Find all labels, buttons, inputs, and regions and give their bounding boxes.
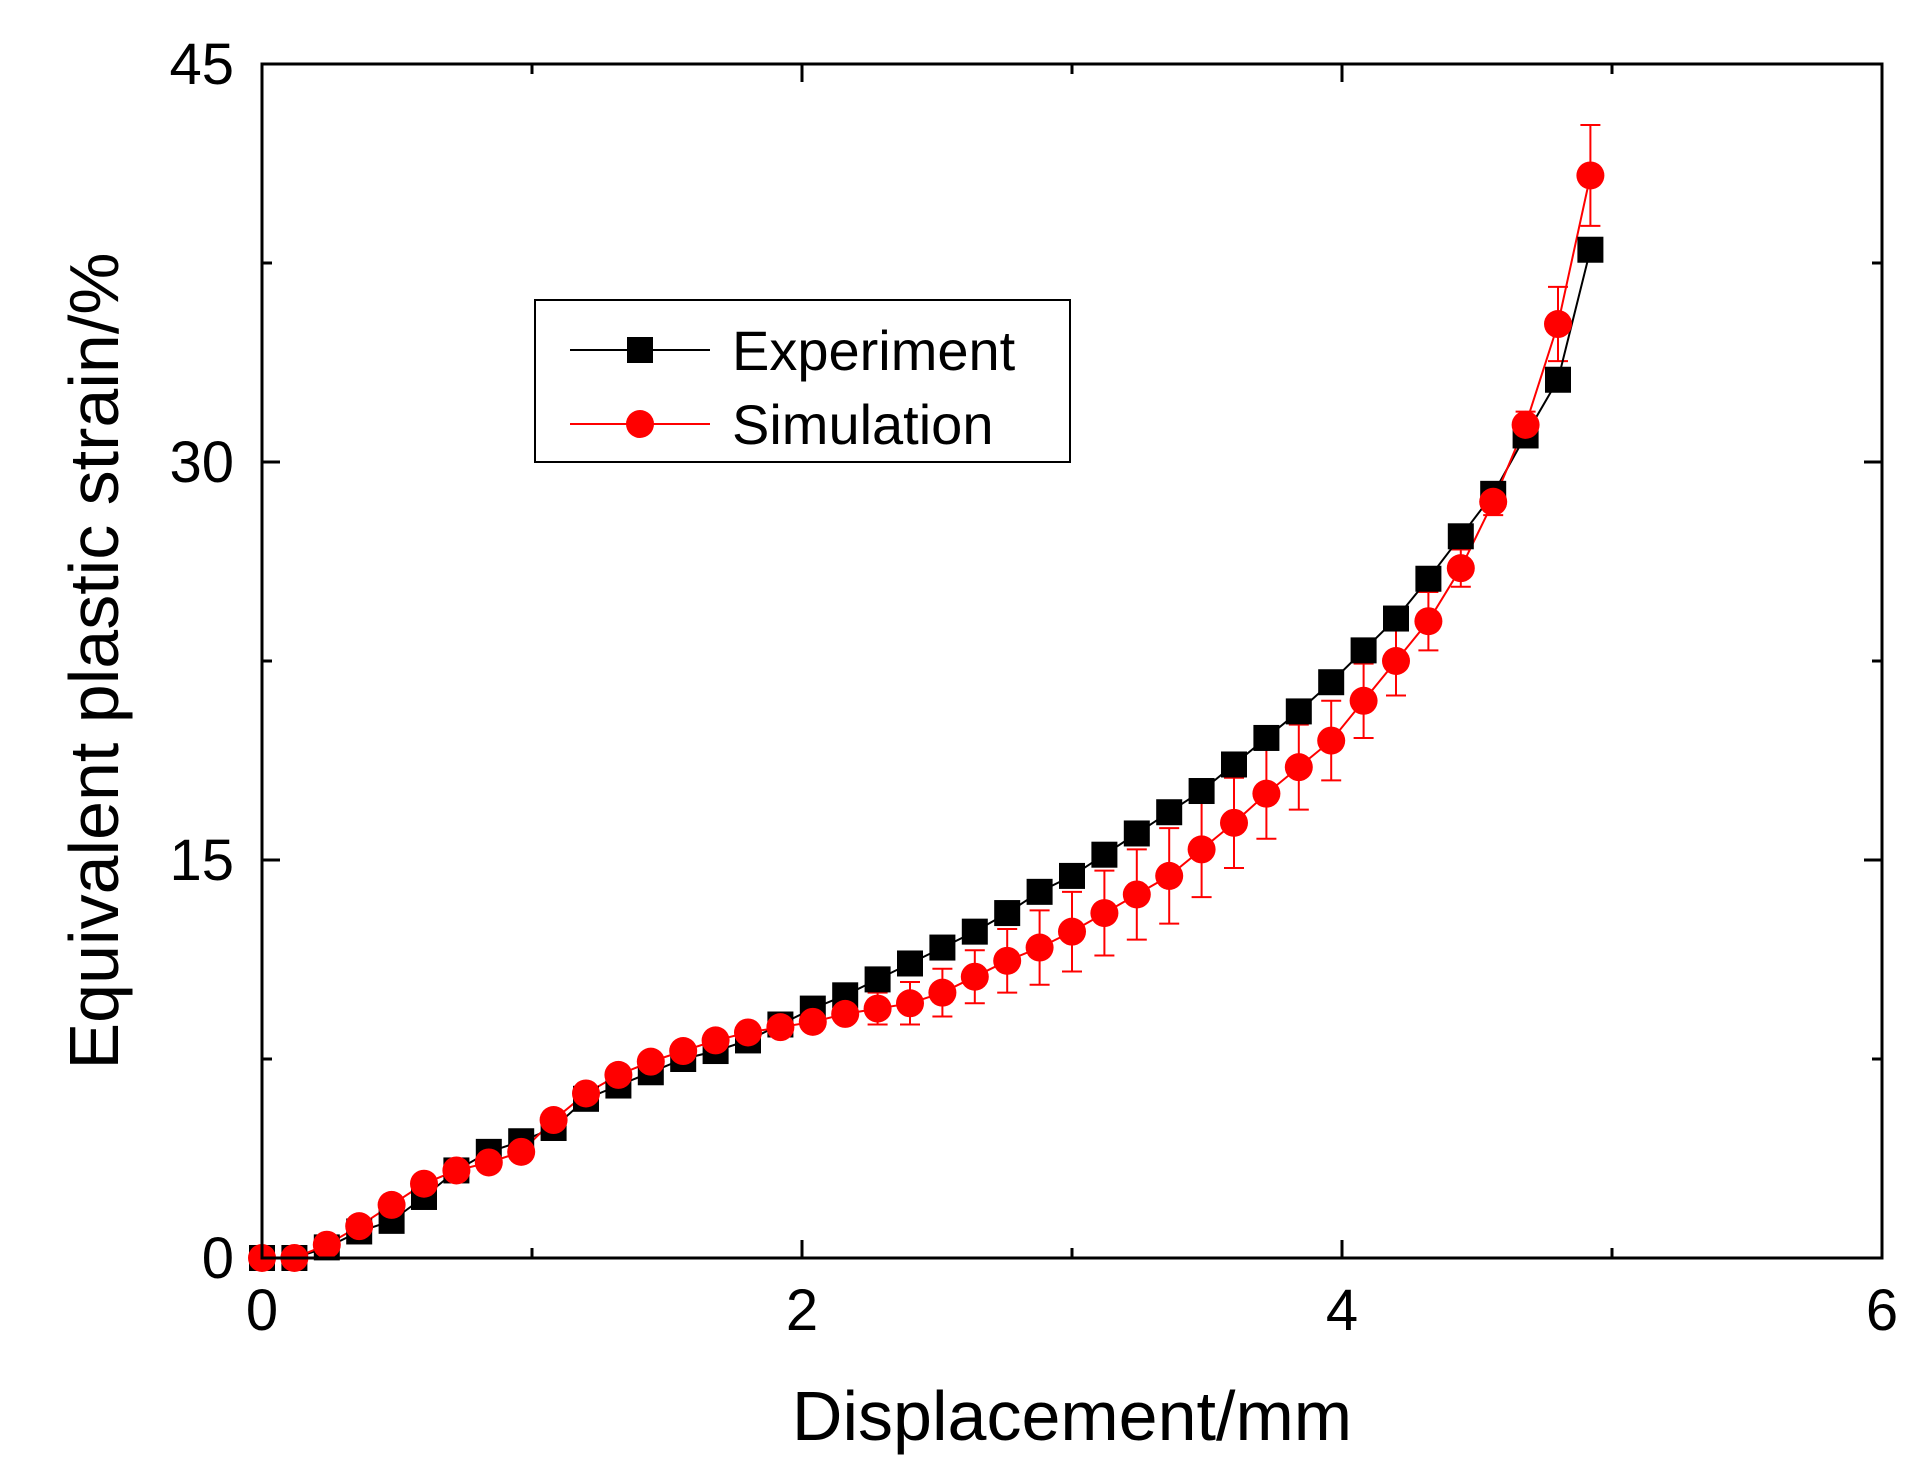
data-point-experiment — [1091, 841, 1118, 868]
y-axis-title: Equivalent plastic strain/% — [55, 252, 133, 1069]
data-point-simulation — [928, 978, 957, 1007]
data-point-experiment — [1123, 820, 1150, 847]
axis-ticks — [260, 62, 1884, 1260]
x-tick-label: 0 — [246, 1278, 278, 1343]
data-point-experiment — [1545, 366, 1571, 393]
data-point-simulation — [507, 1137, 536, 1166]
data-point-experiment — [1318, 669, 1345, 696]
data-point-experiment — [1447, 523, 1474, 550]
y-tick-label: 45 — [169, 32, 234, 97]
data-point-experiment — [1221, 751, 1247, 778]
data-point-experiment — [864, 966, 891, 993]
data-point-experiment — [1059, 862, 1085, 889]
data-point-simulation — [766, 1013, 795, 1042]
error-bars — [835, 124, 1601, 1026]
data-point-simulation — [863, 994, 892, 1023]
data-point-simulation — [1446, 554, 1475, 583]
legend-label-simulation: Simulation — [732, 393, 993, 456]
x-tick-label: 6 — [1866, 1278, 1898, 1343]
x-axis-title: Displacement/mm — [792, 1377, 1352, 1455]
data-point-simulation — [1122, 880, 1151, 909]
data-point-simulation — [1187, 835, 1216, 864]
tick-labels: 0 2 4 6 0 15 30 45 — [169, 32, 1898, 1343]
data-point-simulation — [539, 1106, 568, 1135]
data-point-simulation — [1544, 310, 1572, 339]
data-point-simulation — [669, 1037, 698, 1066]
data-point-simulation — [1382, 647, 1410, 675]
data-point-experiment — [1415, 565, 1442, 592]
data-point-simulation — [1252, 779, 1281, 808]
data-point-experiment — [1577, 236, 1604, 263]
data-point-simulation — [1479, 487, 1508, 516]
data-point-simulation — [636, 1047, 665, 1076]
y-tick-label: 30 — [169, 430, 234, 495]
data-point-simulation — [1155, 861, 1184, 890]
data-point-experiment — [961, 918, 988, 945]
legend-box — [534, 299, 1071, 463]
y-tick-label: 0 — [202, 1226, 234, 1291]
legend: Experiment Simulation — [534, 299, 1071, 463]
data-point-experiment — [1285, 698, 1312, 725]
data-point-simulation — [1025, 933, 1054, 962]
data-point-simulation — [831, 999, 860, 1028]
data-point-experiment — [1188, 778, 1215, 805]
data-point-experiment — [994, 900, 1021, 927]
data-point-simulation — [345, 1212, 374, 1241]
data-point-simulation — [377, 1190, 406, 1219]
y-tick-label: 15 — [169, 828, 234, 893]
x-tick-label: 2 — [786, 1278, 818, 1343]
data-point-simulation — [798, 1007, 827, 1036]
data-point-simulation — [734, 1018, 762, 1047]
data-point-experiment — [1350, 637, 1377, 664]
data-point-experiment — [929, 934, 956, 961]
plot-frame — [260, 62, 1884, 1260]
data-point-simulation — [604, 1060, 633, 1089]
data-point-experiment — [897, 950, 923, 977]
legend-marker-simulation — [626, 410, 654, 438]
data-point-experiment — [1156, 799, 1183, 826]
data-point-simulation — [1284, 753, 1313, 782]
data-point-experiment — [1253, 724, 1280, 751]
data-point-simulation — [1414, 607, 1443, 636]
data-point-simulation — [312, 1230, 341, 1259]
x-tick-label: 4 — [1326, 1278, 1358, 1343]
data-point-simulation — [1576, 161, 1605, 190]
data-point-simulation — [993, 946, 1022, 975]
data-point-simulation — [1349, 686, 1378, 715]
data-point-simulation — [1220, 808, 1248, 837]
series-markers — [248, 161, 1605, 1272]
data-point-simulation — [442, 1156, 471, 1185]
data-point-simulation — [701, 1026, 730, 1055]
data-point-simulation — [572, 1079, 600, 1108]
data-point-simulation — [1511, 410, 1540, 439]
data-point-experiment — [1383, 605, 1409, 632]
data-point-simulation — [410, 1169, 438, 1198]
legend-label-experiment: Experiment — [732, 319, 1016, 382]
data-point-simulation — [960, 962, 989, 991]
data-point-simulation — [896, 989, 924, 1018]
data-point-simulation — [1317, 726, 1346, 755]
legend-marker-experiment — [627, 337, 653, 363]
data-point-simulation — [474, 1148, 503, 1177]
data-point-experiment — [1026, 878, 1053, 905]
data-point-simulation — [1058, 917, 1086, 946]
data-point-simulation — [1090, 899, 1119, 928]
